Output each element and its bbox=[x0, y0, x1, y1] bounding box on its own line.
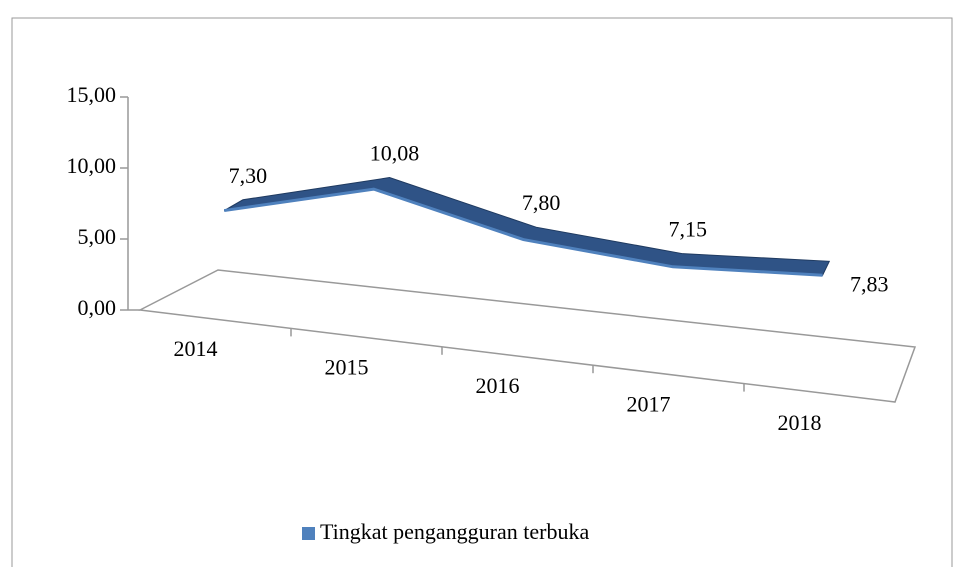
chart-frame bbox=[11, 17, 953, 567]
data-label: 7,30 bbox=[229, 163, 268, 188]
data-label: 7,15 bbox=[668, 217, 707, 242]
y-tick-label: 15,00 bbox=[67, 82, 117, 107]
x-tick-label: 2016 bbox=[476, 373, 520, 398]
x-tick-label: 2018 bbox=[778, 410, 822, 435]
y-tick-label: 5,00 bbox=[78, 224, 117, 249]
floor bbox=[137, 269, 917, 403]
data-label: 7,80 bbox=[522, 190, 561, 215]
data-label: 10,08 bbox=[370, 141, 420, 166]
x-tick-label: 2015 bbox=[325, 355, 369, 380]
line bbox=[223, 187, 823, 277]
y-tick-label: 10,00 bbox=[67, 153, 117, 178]
x-tick-label: 2017 bbox=[627, 391, 671, 416]
y-tick-label: 0,00 bbox=[78, 295, 117, 320]
x-tick-label: 2014 bbox=[174, 336, 218, 361]
legend-swatch bbox=[302, 527, 315, 540]
legend-label: Tingkat pengangguran terbuka bbox=[320, 519, 589, 544]
data-label: 7,83 bbox=[850, 271, 889, 296]
